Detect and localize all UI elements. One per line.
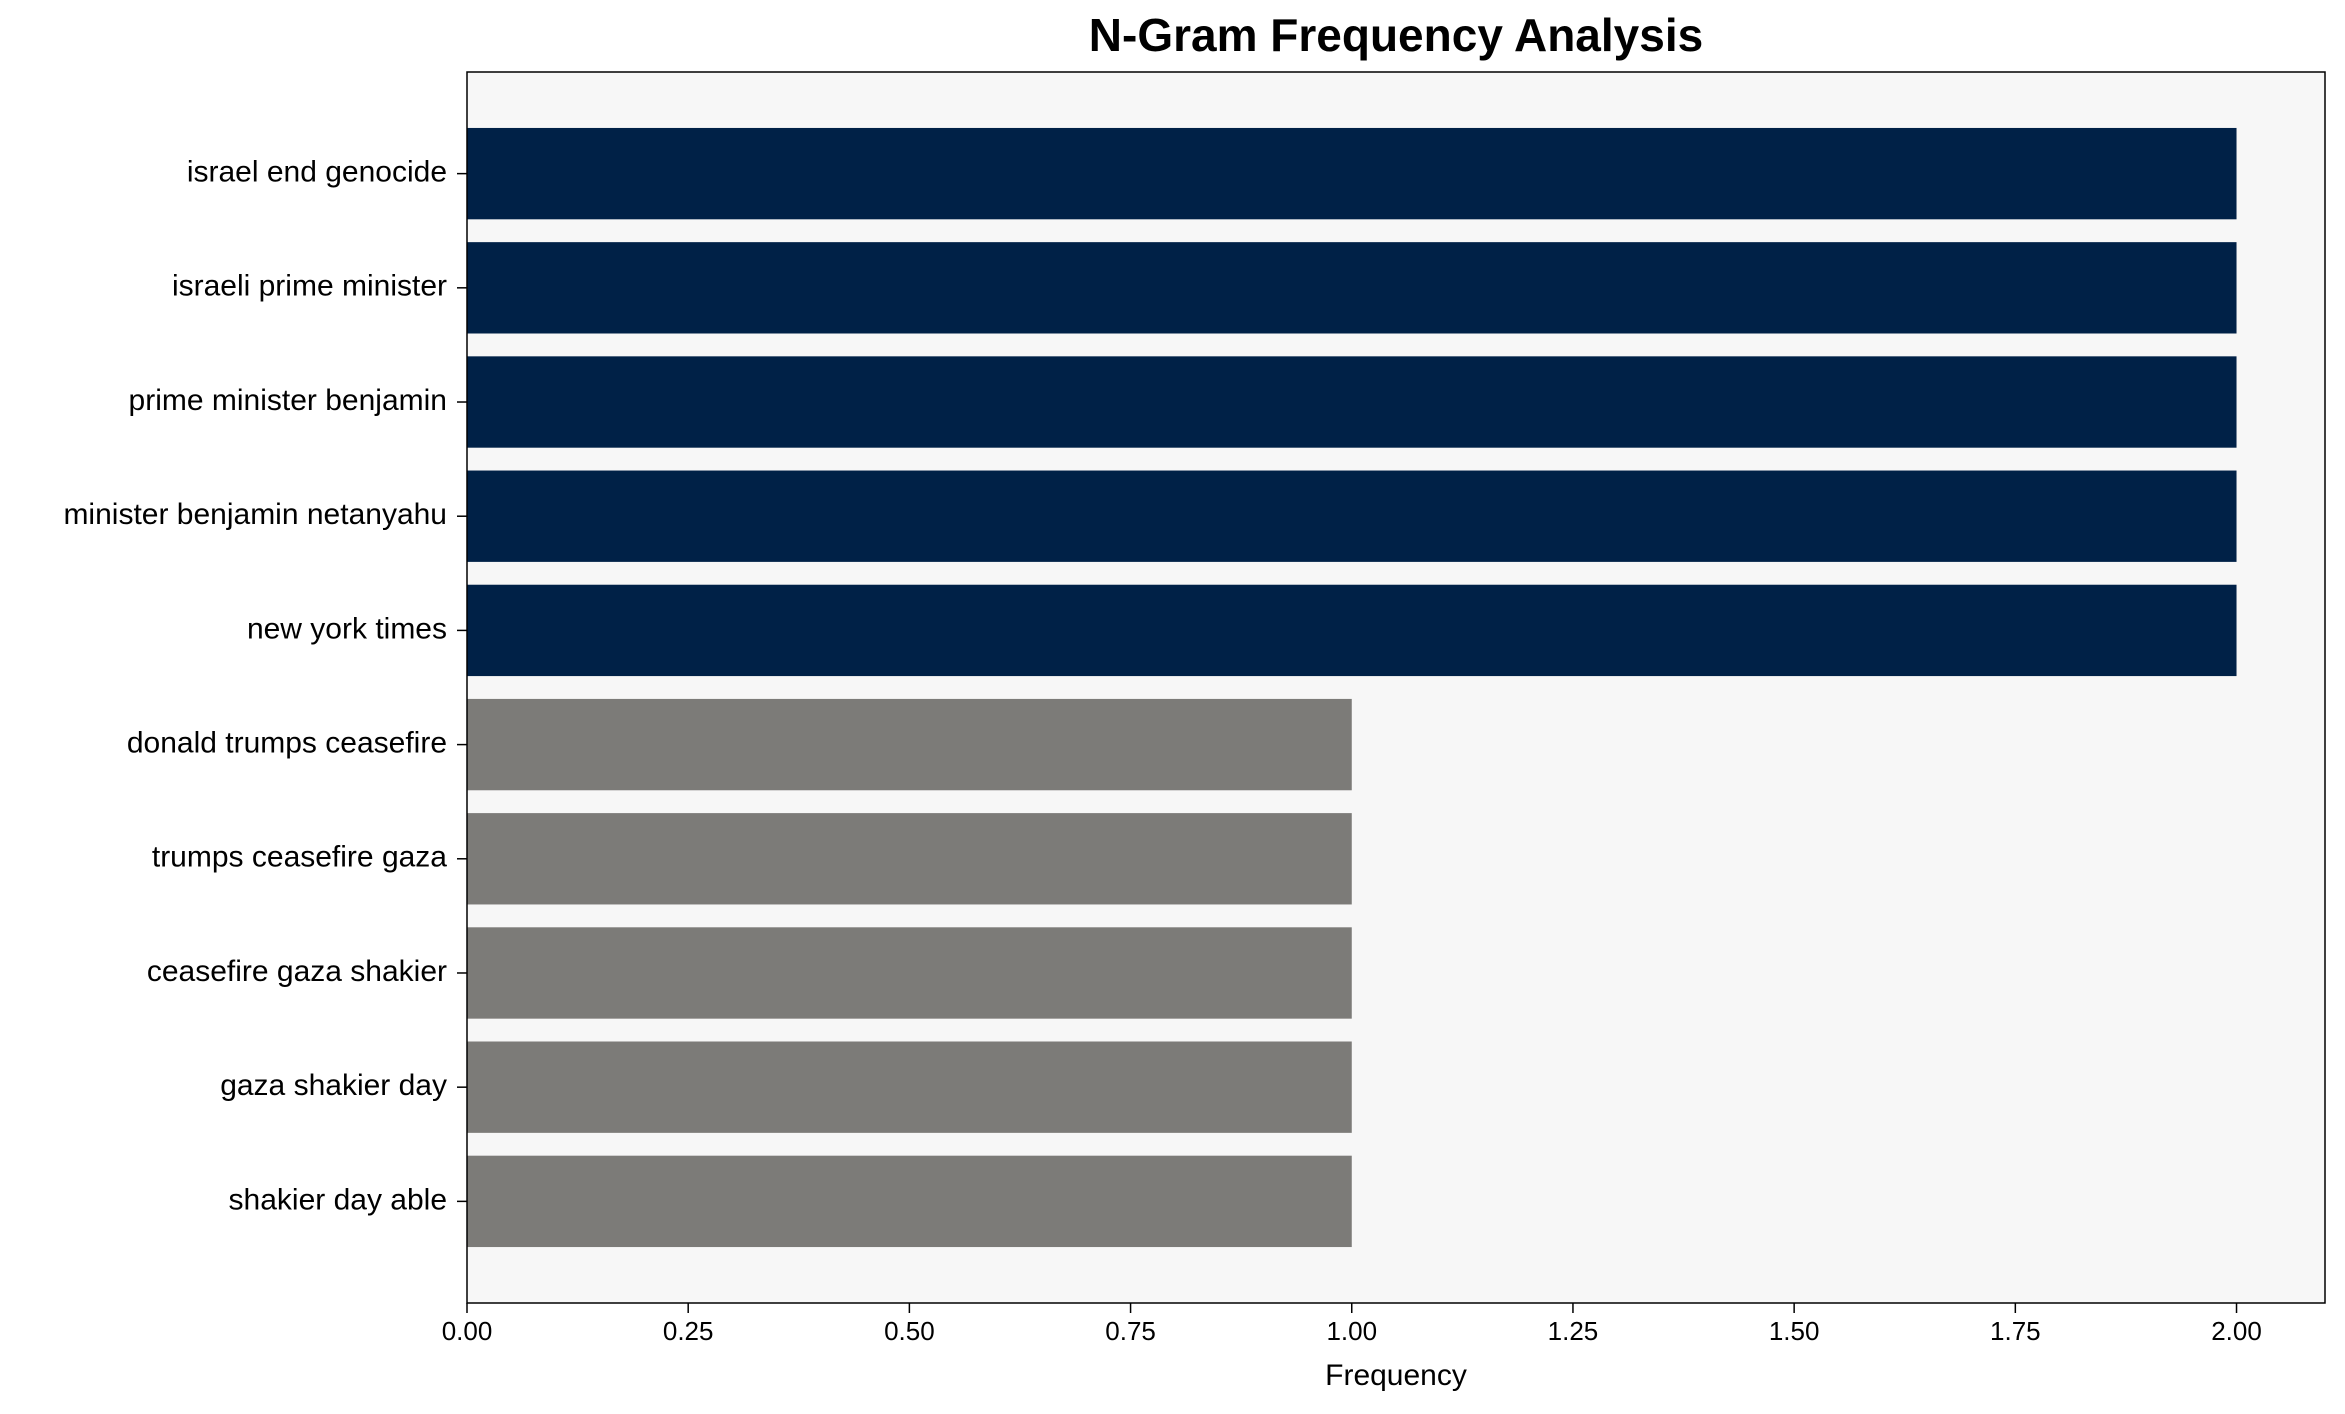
- x-tick-label: 0.50: [884, 1316, 935, 1346]
- chart-title: N-Gram Frequency Analysis: [1089, 9, 1703, 61]
- bar: [467, 242, 2237, 334]
- x-tick-label: 0.75: [1105, 1316, 1156, 1346]
- x-tick-label: 1.00: [1326, 1316, 1377, 1346]
- bar: [467, 1155, 1352, 1248]
- y-tick-label: new york times: [247, 612, 447, 645]
- bar: [467, 1041, 1352, 1133]
- x-tick-label: 0.00: [442, 1316, 493, 1346]
- bar: [467, 127, 2237, 220]
- x-tick-label: 0.25: [663, 1316, 714, 1346]
- y-tick-label: minister benjamin netanyahu: [63, 498, 447, 531]
- y-tick-label: gaza shakier day: [220, 1069, 447, 1102]
- y-tick-label: donald trumps ceasefire: [127, 727, 447, 760]
- bar: [467, 813, 1352, 905]
- plot-frame: [466, 71, 2326, 1304]
- y-tick-label: israel end genocide: [187, 156, 447, 189]
- y-tick-label: israeli prime minister: [172, 270, 447, 303]
- y-tick-label: shakier day able: [229, 1183, 447, 1216]
- bar: [467, 698, 1352, 791]
- bar: [467, 356, 2237, 448]
- x-axis-label: Frequency: [1325, 1359, 1467, 1392]
- y-tick-label: ceasefire gaza shakier: [147, 955, 447, 988]
- bar: [467, 927, 1352, 1019]
- x-tick-label: 2.00: [2211, 1316, 2262, 1346]
- bar: [467, 470, 2237, 562]
- x-tick-label: 1.25: [1548, 1316, 1599, 1346]
- bar: [467, 584, 2237, 677]
- y-tick-label: prime minister benjamin: [129, 384, 447, 417]
- y-tick-label: trumps ceasefire gaza: [152, 841, 447, 874]
- x-tick-label: 1.50: [1769, 1316, 1820, 1346]
- x-tick-label: 1.75: [1990, 1316, 2041, 1346]
